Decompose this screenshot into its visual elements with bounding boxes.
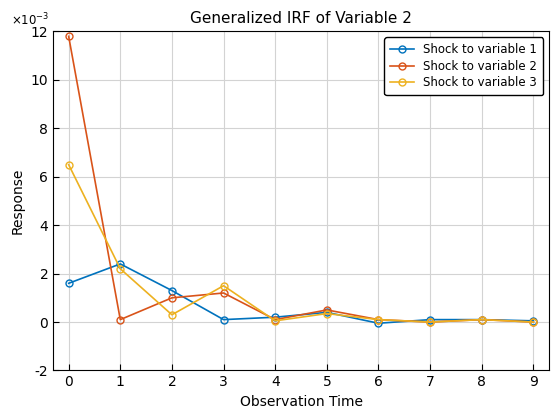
Shock to variable 2 [375, 317, 382, 322]
Shock to variable 2 [66, 34, 72, 39]
Shock to variable 3 [66, 162, 72, 167]
Shock to variable 2 [272, 317, 278, 322]
Shock to variable 2 [478, 317, 485, 322]
Line: Shock to variable 1: Shock to variable 1 [65, 260, 537, 327]
Shock to variable 3 [478, 317, 485, 322]
Line: Shock to variable 2: Shock to variable 2 [65, 33, 537, 326]
Shock to variable 1 [478, 317, 485, 322]
Title: Generalized IRF of Variable 2: Generalized IRF of Variable 2 [190, 11, 412, 26]
Shock to variable 3 [169, 312, 175, 317]
Text: $\times10^{-3}$: $\times10^{-3}$ [11, 11, 49, 28]
Shock to variable 1 [117, 261, 124, 266]
Shock to variable 3 [375, 317, 382, 322]
Legend: Shock to variable 1, Shock to variable 2, Shock to variable 3: Shock to variable 1, Shock to variable 2… [384, 37, 543, 95]
Shock to variable 3 [530, 320, 536, 325]
Shock to variable 1 [169, 288, 175, 293]
Shock to variable 3 [220, 283, 227, 288]
Shock to variable 1 [272, 315, 278, 320]
Shock to variable 2 [117, 317, 124, 322]
Shock to variable 2 [220, 291, 227, 296]
Shock to variable 3 [117, 266, 124, 271]
Y-axis label: Response: Response [11, 168, 25, 234]
Shock to variable 2 [530, 320, 536, 325]
Shock to variable 2 [427, 320, 433, 325]
Shock to variable 1 [324, 310, 330, 315]
Line: Shock to variable 3: Shock to variable 3 [65, 161, 537, 326]
Shock to variable 1 [530, 318, 536, 323]
X-axis label: Observation Time: Observation Time [240, 395, 362, 409]
Shock to variable 3 [272, 318, 278, 323]
Shock to variable 1 [375, 321, 382, 326]
Shock to variable 1 [427, 317, 433, 322]
Shock to variable 2 [324, 307, 330, 312]
Shock to variable 1 [220, 317, 227, 322]
Shock to variable 3 [427, 320, 433, 325]
Shock to variable 1 [66, 281, 72, 286]
Shock to variable 3 [324, 311, 330, 316]
Shock to variable 2 [169, 295, 175, 300]
